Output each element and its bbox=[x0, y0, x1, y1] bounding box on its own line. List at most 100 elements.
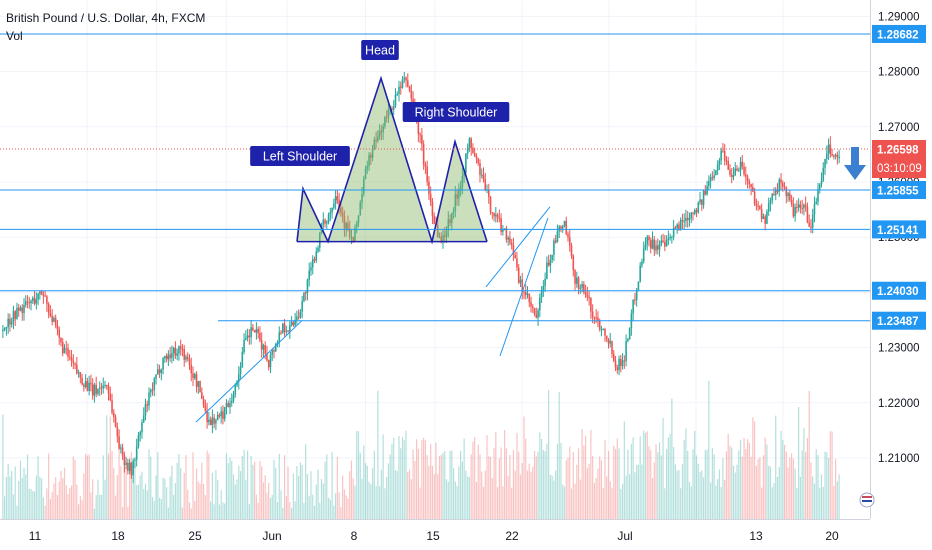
volume-bar bbox=[812, 476, 814, 519]
volume-bar bbox=[282, 507, 284, 519]
volume-bar bbox=[699, 471, 701, 519]
candle-body bbox=[76, 364, 78, 374]
candle-body bbox=[142, 415, 145, 423]
volume-bar bbox=[437, 473, 439, 519]
candle-body bbox=[185, 356, 187, 360]
price-level-badge-text: 1.28682 bbox=[877, 29, 919, 41]
volume-bar bbox=[562, 484, 564, 519]
candle-body bbox=[662, 240, 664, 243]
volume-bar bbox=[537, 451, 539, 519]
volume-bar bbox=[607, 450, 610, 519]
candle-body bbox=[672, 227, 675, 237]
volume-bar bbox=[766, 444, 768, 519]
candle-body bbox=[361, 193, 363, 203]
price-level-badge-text: 1.23487 bbox=[877, 316, 919, 328]
candle-body bbox=[604, 329, 606, 336]
candle-body bbox=[176, 353, 178, 356]
candle-body bbox=[278, 332, 281, 343]
volume-bar bbox=[215, 470, 217, 519]
volume-bar bbox=[129, 457, 131, 519]
candle-body bbox=[607, 339, 610, 344]
candle-body bbox=[385, 117, 388, 119]
volume-bar bbox=[174, 483, 177, 519]
volume-bar bbox=[826, 452, 828, 519]
volume-bar bbox=[563, 486, 566, 519]
volume-bar bbox=[600, 460, 603, 519]
volume-bar bbox=[343, 489, 346, 519]
candle-body bbox=[551, 254, 553, 260]
candle-body bbox=[424, 164, 427, 167]
candle-body bbox=[162, 358, 164, 370]
candle-body bbox=[465, 153, 467, 173]
volume-bar bbox=[4, 496, 6, 519]
candle-body bbox=[165, 355, 168, 360]
candle-body bbox=[190, 365, 193, 374]
time-tick-label: 11 bbox=[29, 529, 42, 543]
candle-body bbox=[102, 385, 105, 389]
volume-bar bbox=[308, 495, 310, 519]
volume-bar bbox=[326, 454, 328, 519]
candle-body bbox=[445, 230, 448, 237]
volume-bar bbox=[23, 467, 25, 519]
volume-bar bbox=[51, 491, 53, 519]
volume-bar bbox=[433, 474, 435, 519]
volume-bar bbox=[157, 452, 159, 519]
candle-body bbox=[817, 189, 819, 202]
candle-body bbox=[686, 217, 689, 220]
volume-bar bbox=[222, 502, 224, 519]
candle-body bbox=[104, 385, 106, 387]
candle-body bbox=[771, 193, 774, 201]
volume-bar bbox=[775, 415, 777, 519]
volume-bar bbox=[803, 428, 805, 519]
volume-bar bbox=[368, 481, 370, 519]
volume-bar bbox=[701, 470, 703, 519]
candle-body bbox=[417, 116, 420, 135]
volume-bar bbox=[412, 449, 414, 519]
volume-bar bbox=[217, 480, 219, 519]
candle-body bbox=[704, 190, 707, 195]
candle-body bbox=[760, 209, 763, 219]
candle-body bbox=[276, 342, 279, 345]
candle-body bbox=[74, 363, 76, 365]
candle-body bbox=[449, 219, 451, 224]
candle-body bbox=[208, 419, 210, 423]
volume-bar bbox=[236, 479, 238, 519]
candle-body bbox=[164, 355, 166, 359]
candle-body bbox=[70, 357, 73, 361]
volume-bar bbox=[14, 466, 16, 519]
candle-body bbox=[611, 341, 613, 354]
volume-bar bbox=[310, 471, 312, 519]
candle-body bbox=[693, 210, 696, 214]
volume-bar bbox=[824, 451, 826, 519]
candle-body bbox=[547, 262, 550, 266]
candle-body bbox=[623, 360, 626, 362]
candle-body bbox=[500, 218, 502, 232]
volume-bar bbox=[268, 482, 270, 519]
candle-body bbox=[229, 402, 231, 408]
candle-body bbox=[304, 292, 307, 294]
volume-bar bbox=[187, 489, 189, 519]
candle-body bbox=[669, 236, 671, 239]
candle-body bbox=[531, 306, 534, 309]
volume-bar bbox=[484, 470, 486, 519]
candle-body bbox=[739, 161, 742, 171]
candle-body bbox=[560, 226, 562, 229]
volume-bar bbox=[579, 479, 581, 519]
price-axis-panel bbox=[870, 0, 932, 550]
candle-body bbox=[192, 373, 194, 379]
candle-body bbox=[105, 385, 108, 387]
candle-body bbox=[137, 435, 140, 447]
volume-bar bbox=[370, 484, 372, 519]
volume-bar bbox=[255, 494, 257, 519]
candle-body bbox=[438, 236, 441, 238]
candle-body bbox=[503, 228, 506, 230]
candle-body bbox=[568, 237, 571, 246]
volume-bar bbox=[262, 482, 265, 519]
volume-bar bbox=[92, 479, 94, 519]
volume-bar bbox=[585, 435, 587, 519]
candle-body bbox=[401, 79, 404, 88]
candle-body bbox=[769, 200, 772, 204]
candle-body bbox=[818, 184, 821, 190]
